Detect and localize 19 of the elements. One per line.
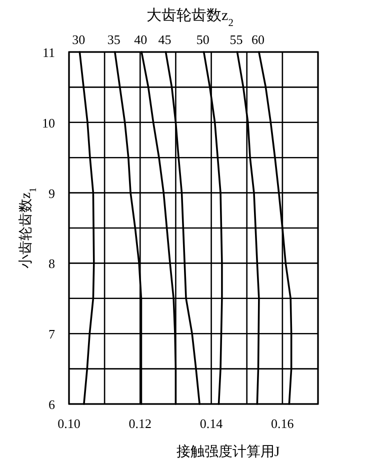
- x-axis-title: 接触强度计算用J: [176, 444, 280, 460]
- y-tick-label: 10: [42, 115, 55, 130]
- y-tick-label: 8: [48, 256, 55, 272]
- series-label: 60: [251, 32, 264, 47]
- series-label: 40: [134, 32, 148, 47]
- x-tick-label: 0.12: [128, 416, 152, 431]
- y-tick-label: 9: [48, 186, 55, 201]
- y-tick-label: 6: [48, 397, 56, 412]
- series-label: 45: [158, 32, 172, 47]
- x-tick-label: 0.14: [200, 416, 224, 431]
- series-label: 35: [107, 32, 120, 47]
- y-tick-label: 11: [42, 45, 55, 60]
- series-label: 55: [230, 32, 243, 47]
- y-tick-label: 7: [48, 326, 56, 342]
- series-label: 30: [72, 32, 86, 47]
- x-tick-label: 0.10: [58, 416, 80, 431]
- x-tick-label: 0.16: [271, 416, 294, 431]
- series-label: 50: [196, 32, 210, 47]
- chart-title: 大齿轮齿数z$_{2}$: [146, 7, 234, 28]
